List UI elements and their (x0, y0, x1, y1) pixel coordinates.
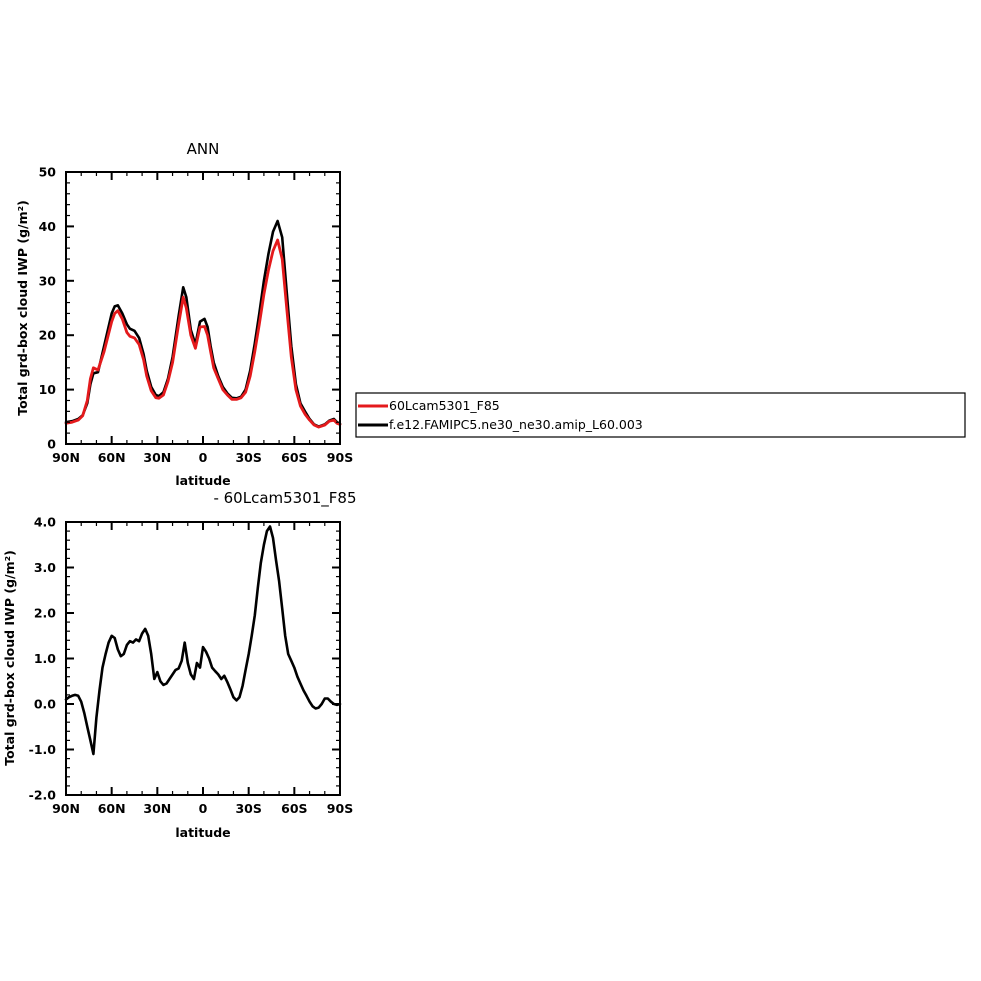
x-tick-label: 30S (235, 450, 261, 465)
y-tick-label: 0 (47, 437, 56, 452)
y-tick-label: 2.0 (34, 606, 56, 621)
panel-top-ylabel: Total grd-box cloud IWP (g/m²) (15, 200, 30, 416)
series-line-bottom-1 (64, 525, 342, 756)
x-tick-label: 30N (143, 450, 171, 465)
panel-bottom: - 60Lcam5301_F85 90N 60N 30N 0 30S 60S 90S -2.0… (2, 489, 357, 840)
y-tick-label: 50 (39, 165, 57, 180)
x-tick-label: 60N (98, 801, 126, 816)
panel-bottom-ylabel: Total grd-box cloud IWP (g/m²) (2, 550, 17, 766)
x-tick-label: 0 (199, 801, 208, 816)
x-tick-label: 0 (199, 450, 208, 465)
panel-top-title: ANN (187, 140, 220, 158)
x-tick-label: 30N (143, 801, 171, 816)
legend: 60Lcam5301_F85 f.e12.FAMIPC5.ne30_ne30.a… (355, 392, 966, 438)
y-tick-label: 1.0 (34, 651, 56, 666)
legend-label-series-2: f.e12.FAMIPC5.ne30_ne30.amip_L60.003 (389, 417, 643, 432)
panel-top: ANN 90N 60N 30N 0 30S 60S 90S 0 10 20 30 40 50 latit… (15, 140, 353, 488)
y-tick-label: -2.0 (29, 788, 57, 803)
y-tick-label: -1.0 (29, 742, 57, 757)
x-tick-label: 90N (52, 801, 80, 816)
y-tick-label: 4.0 (34, 515, 56, 530)
y-tick-label: 0.0 (34, 697, 56, 712)
y-tick-label: 40 (39, 219, 57, 234)
y-tick-label: 3.0 (34, 560, 56, 575)
series-line-top-1 (64, 238, 342, 429)
x-tick-label: 60S (281, 801, 307, 816)
y-tick-label: 10 (39, 382, 57, 397)
legend-box (355, 392, 966, 438)
x-tick-label: 30S (235, 801, 261, 816)
panel-bottom-title: - 60Lcam5301_F85 (213, 489, 356, 508)
panel-bottom-xlabel: latitude (175, 825, 230, 840)
y-tick-label: 30 (39, 273, 57, 288)
y-tick-label: 20 (39, 328, 57, 343)
panel-top-xlabel: latitude (175, 473, 230, 488)
x-tick-label: 90S (327, 450, 353, 465)
x-tick-label: 60S (281, 450, 307, 465)
x-tick-label: 90S (327, 801, 353, 816)
legend-label-series-1: 60Lcam5301_F85 (389, 398, 500, 413)
x-tick-label: 60N (98, 450, 126, 465)
x-tick-label: 90N (52, 450, 80, 465)
